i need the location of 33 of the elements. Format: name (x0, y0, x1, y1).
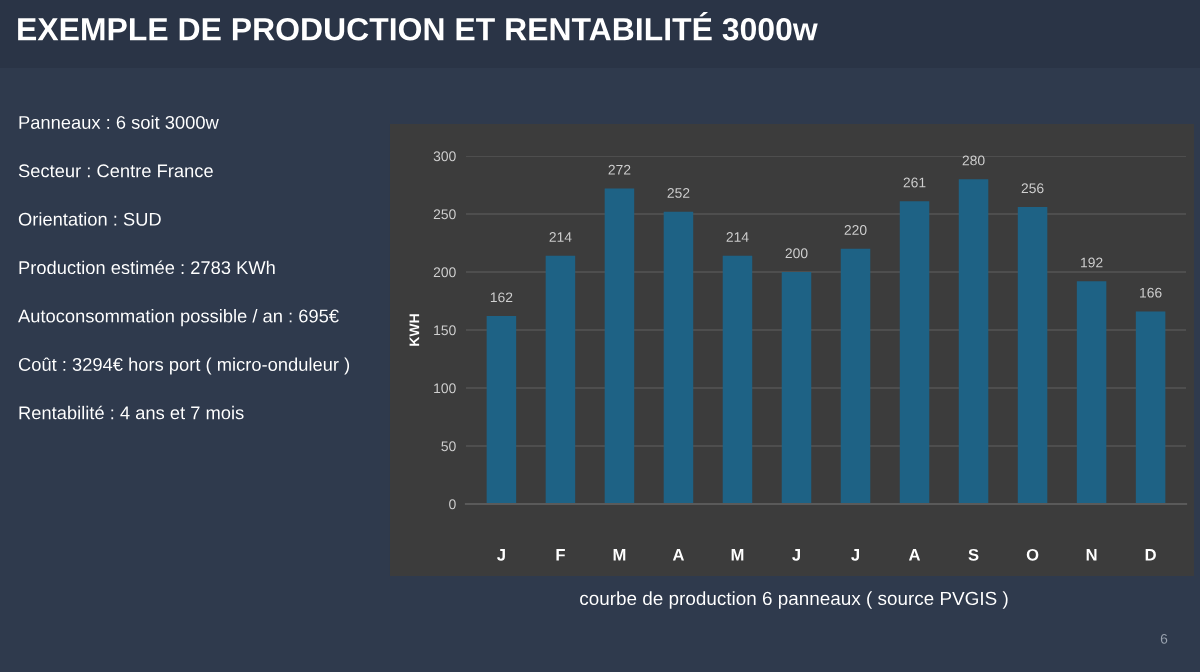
x-tick-label: M (613, 549, 626, 561)
bar (486, 316, 517, 504)
bar (1017, 207, 1048, 504)
x-tick-label: F (556, 549, 565, 561)
text: EXEMPLE DE PRODUCTION ET RENTABILITÉ 3000w (18, 11, 818, 41)
bar (663, 211, 694, 504)
x-tick-label: S (968, 548, 979, 561)
x-tick-label: A (672, 549, 685, 561)
text: Panneaux : 6 soit 3000w (19, 115, 219, 129)
bar (545, 255, 576, 504)
text: Autoconsommation possible / an : 695€ (18, 309, 339, 327)
bar (604, 188, 635, 504)
text: Production estimée : 2783 KWh (19, 260, 275, 275)
bar (1076, 281, 1107, 504)
bar (899, 201, 930, 504)
x-tick-label: O (1026, 548, 1039, 561)
x-tick-label: M (731, 549, 744, 561)
x-tick-label: J (497, 549, 505, 561)
x-tick-label: D (1145, 549, 1156, 561)
text: Orientation : SUD (18, 212, 161, 226)
text: Rentabilité : 4 ans et 7 mois (19, 405, 244, 420)
text: Coût : 3294€ hors port ( micro-onduleur ) (18, 357, 350, 375)
x-tick-label: J (851, 549, 859, 561)
bar (1135, 311, 1166, 504)
bar (722, 255, 753, 504)
bar (781, 272, 812, 504)
x-tick-label: J (792, 549, 800, 561)
x-tick-label: A (908, 549, 921, 561)
bar (840, 248, 871, 504)
text: courbe de production 6 panneaux ( source PVGIS ) (580, 591, 1008, 609)
x-tick-label: N (1086, 549, 1097, 561)
bar (958, 179, 989, 504)
text: Secteur : Centre France (18, 164, 213, 178)
